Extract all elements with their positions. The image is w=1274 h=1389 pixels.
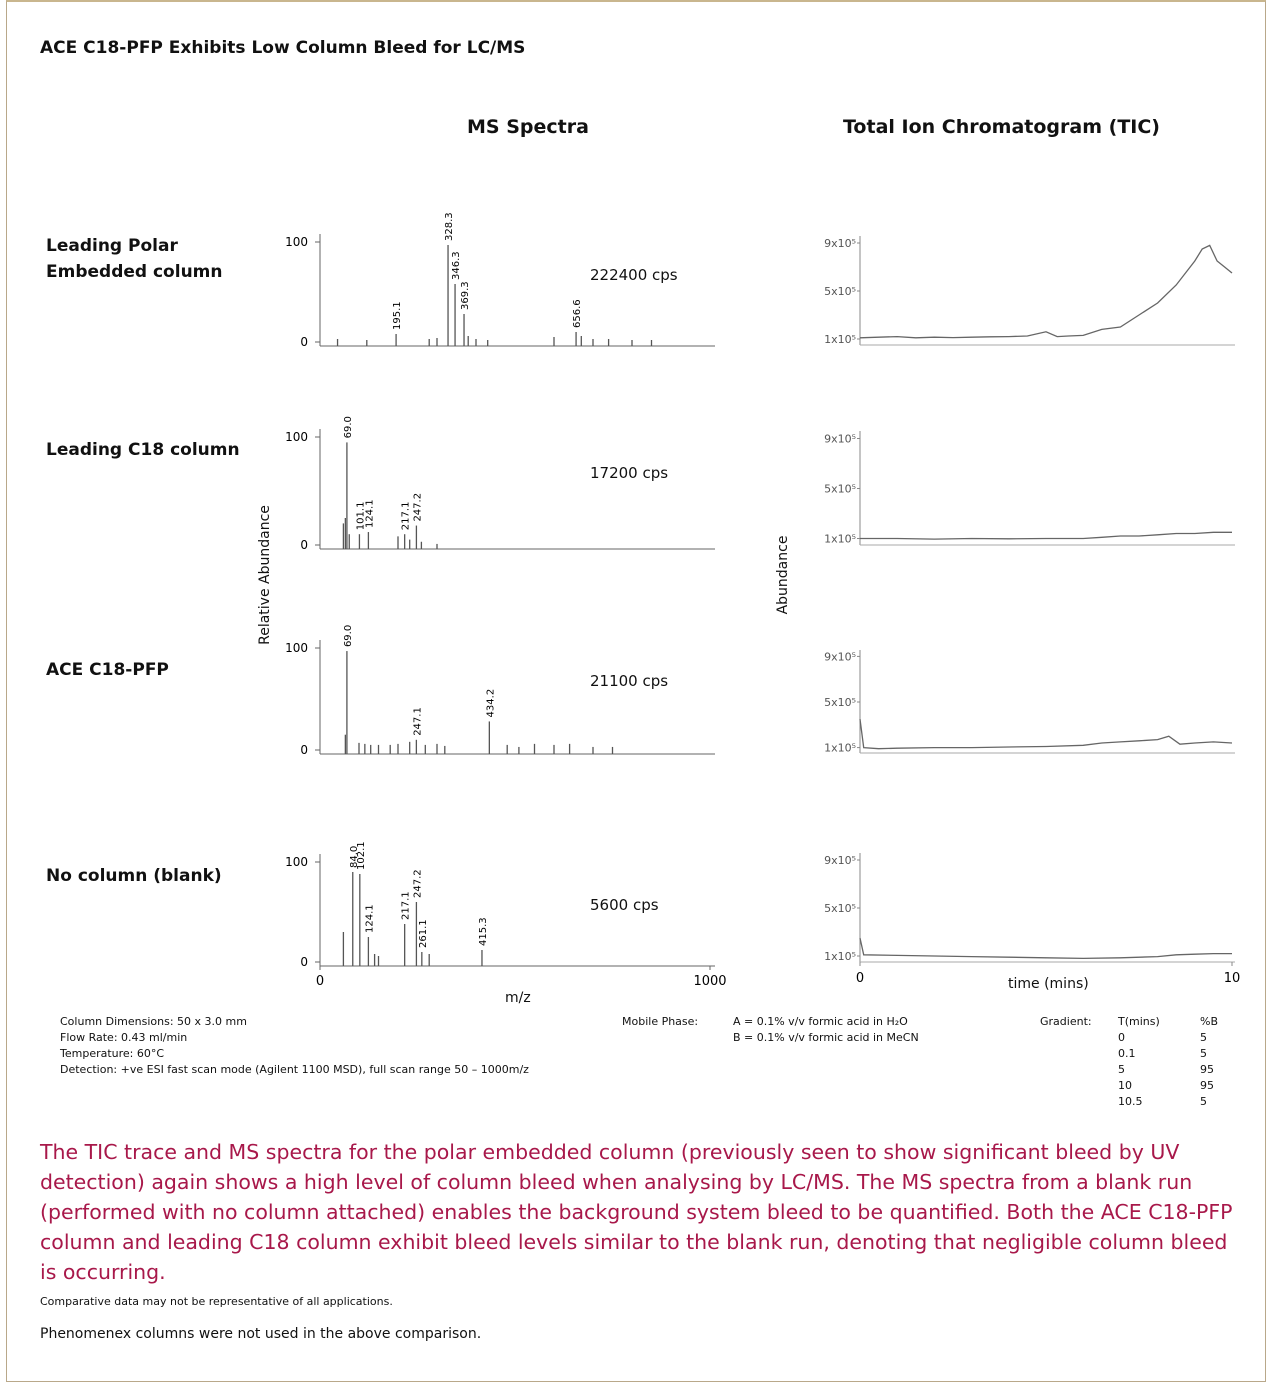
y-tick-label: 0 [300,743,308,757]
y-tick-label: 9x10⁵ [824,854,856,867]
condition: Flow Rate: 0.43 ml/min [60,1031,188,1044]
peak-label: 261.1 [418,919,429,948]
peak-label: 84.0 [349,846,360,868]
mobile-phase-label: Mobile Phase: [622,1015,699,1028]
peak-label: 102.1 [356,841,367,870]
peak-label: 656.6 [572,299,583,328]
peak-label: 247.1 [412,707,423,736]
row-label: No column (blank) [46,866,222,886]
condition: Detection: +ve ESI fast scan mode (Agile… [60,1063,529,1076]
gradient-row: 10 95 [1118,1078,1240,1094]
gradient-cell: 5 [1200,1047,1207,1060]
ms-y-label: Relative Abundance [257,505,273,645]
peak-label: 69.0 [343,416,354,438]
x-tick-label: 1000 [693,974,726,989]
tic-trace [859,244,1233,339]
row-label: Leading C18 column [46,440,240,460]
tic-x-label: time (mins) [1008,976,1089,992]
y-tick-label: 9x10⁵ [824,650,856,663]
peak-label: 369.3 [460,281,471,310]
gradient-cell: 5 [1200,1031,1207,1044]
footnote: Phenomenex columns were not used in the … [40,1326,482,1342]
y-tick-label: 100 [285,855,308,869]
gradient-table: T(mins) %B 0 5 0.1 5 5 95 10 95 10.5 5 [1118,1014,1240,1110]
summary: The TIC trace and MS spectra for the pol… [40,1140,1233,1284]
y-tick-label: 5x10⁵ [824,483,856,496]
y-tick-label: 0 [300,335,308,349]
peak-label: 434.2 [485,689,496,718]
mobile-phase-line: A = 0.1% v/v formic acid in H₂O [733,1015,908,1028]
gradient-cell: 95 [1200,1063,1214,1076]
cps: 5600 cps [590,896,659,914]
y-tick-label: 1x10⁵ [824,533,856,546]
peak-label: 217.1 [401,891,412,920]
y-tick-label: 5x10⁵ [824,902,856,915]
peak-label: 69.0 [343,625,354,647]
gradient-cell: %B [1200,1015,1218,1028]
peak-label: 124.1 [364,904,375,933]
peak-label: 124.1 [364,499,375,528]
peak-label: 195.1 [392,301,403,330]
y-tick-label: 5x10⁵ [824,285,856,298]
row-label: Embedded column [46,262,223,282]
gradient-label: Gradient: [1040,1015,1092,1028]
y-tick-label: 100 [285,430,308,444]
peak-label: 217.1 [401,502,412,531]
y-tick-label: 0 [300,955,308,969]
ms-x-label: m/z [505,990,531,1006]
frame [6,0,1266,1382]
y-tick-label: 100 [285,641,308,655]
gradient-cell: 5 [1200,1095,1207,1108]
y-tick-label: 9x10⁵ [824,433,856,446]
y-tick-label: 1x10⁵ [824,950,856,963]
mobile-phase-line: B = 0.1% v/v formic acid in MeCN [733,1031,919,1044]
row-label: Leading Polar [46,236,178,256]
gradient-row: T(mins) %B [1118,1014,1240,1030]
title: ACE C18-PFP Exhibits Low Column Bleed fo… [40,38,526,58]
peak-label: 247.2 [412,493,423,522]
condition: Column Dimensions: 50 x 3.0 mm [60,1015,247,1028]
peak-label: 415.3 [478,917,489,946]
mobile-phase: A = 0.1% v/v formic acid in H₂O B = 0.1% … [733,1014,919,1046]
peak-label: 101.1 [355,502,366,531]
tic-trace [859,719,1233,750]
y-tick-label: 1x10⁵ [824,742,856,755]
cps: 222400 cps [590,266,678,284]
x-tick-label: 10 [1224,971,1241,986]
ms-heading: MS Spectra [467,116,589,138]
y-tick-label: 1x10⁵ [824,333,856,346]
peak-label: 328.3 [444,212,455,241]
y-tick-label: 100 [285,235,308,249]
tic-trace [860,531,1232,540]
tic-trace [859,937,1232,960]
row-label: ACE C18-PFP [46,660,169,680]
cps: 21100 cps [590,672,669,690]
cps: 17200 cps [590,464,669,482]
gradient-cell: 10 [1118,1079,1132,1092]
y-tick-label: 5x10⁵ [824,696,856,709]
condition: Temperature: 60°C [60,1047,165,1060]
gradient-row: 0.1 5 [1118,1046,1240,1062]
gradient-cell: 10.5 [1118,1095,1143,1108]
gradient-cell: 95 [1200,1079,1214,1092]
gradient-cell: 5 [1118,1063,1125,1076]
tic-heading: Total Ion Chromatogram (TIC) [843,116,1160,138]
gradient-cell: 0 [1118,1031,1125,1044]
y-tick-label: 9x10⁵ [824,237,856,250]
footnote: Comparative data may not be representati… [40,1295,393,1308]
peak-label: 247.2 [412,869,423,898]
gradient-row: 10.5 5 [1118,1094,1240,1110]
peak-label: 346.3 [451,251,462,280]
y-tick-label: 0 [300,538,308,552]
x-tick-label: 0 [856,971,864,986]
gradient-cell: T(mins) [1118,1015,1160,1028]
tic-y-label: Abundance [775,535,791,615]
gradient-row: 5 95 [1118,1062,1240,1078]
conditions: Column Dimensions: 50 x 3.0 mm Flow Rate:… [60,1014,529,1078]
x-tick-label: 0 [316,974,324,989]
gradient-cell: 0.1 [1118,1047,1136,1060]
